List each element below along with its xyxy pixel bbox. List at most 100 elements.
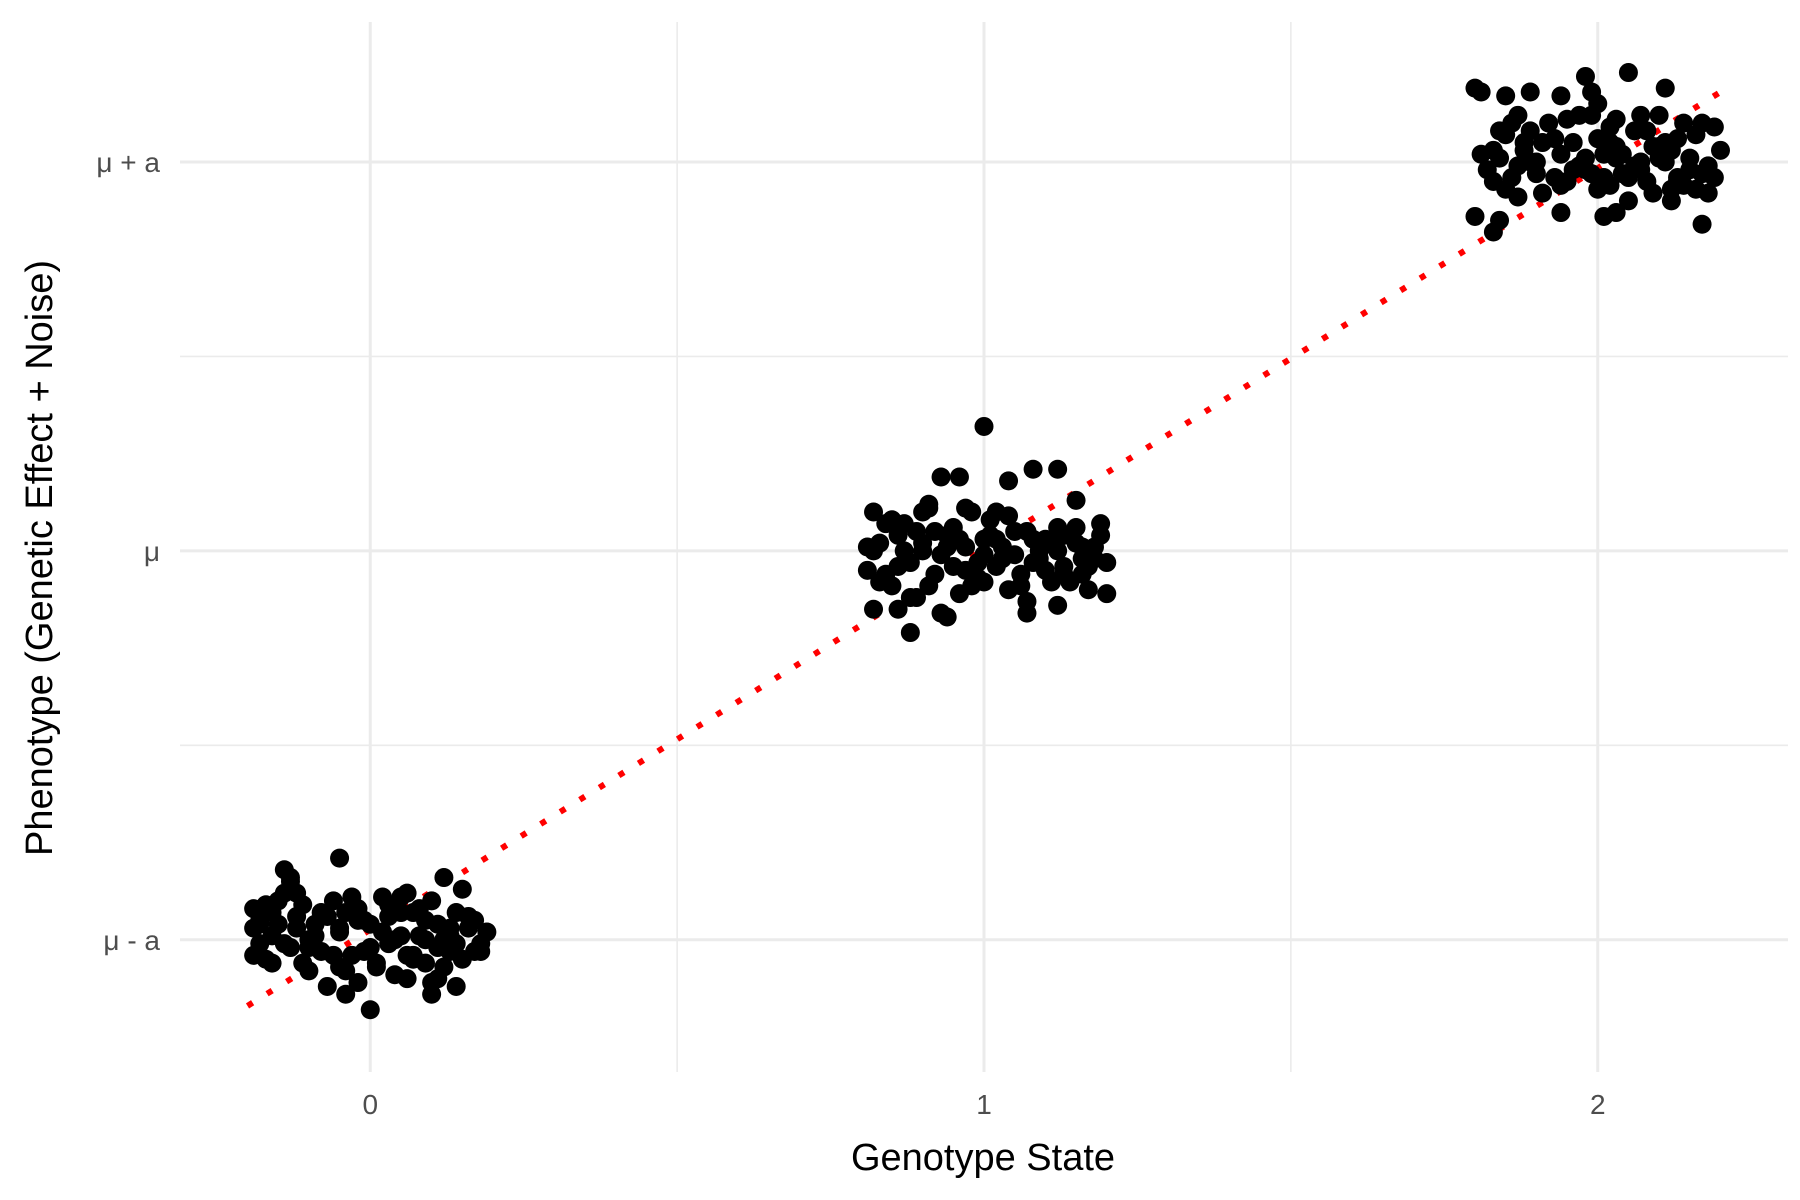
data-point	[458, 918, 478, 938]
data-point	[1072, 537, 1092, 557]
data-point	[422, 984, 442, 1004]
x-tick-label: 2	[1590, 1089, 1606, 1120]
data-point	[1606, 109, 1626, 129]
data-point	[1496, 179, 1516, 199]
data-point	[1618, 168, 1638, 188]
data-point	[1477, 160, 1497, 180]
data-point	[274, 934, 294, 954]
data-point	[274, 860, 294, 880]
data-point	[1533, 133, 1553, 153]
data-point	[330, 848, 350, 868]
data-point	[1035, 529, 1055, 549]
data-point	[342, 887, 362, 907]
data-point	[888, 556, 908, 576]
x-axis-title: Genotype State	[851, 1137, 1115, 1179]
data-point	[1060, 572, 1080, 592]
data-point	[1551, 203, 1571, 223]
data-point	[999, 580, 1019, 600]
data-point	[1563, 160, 1583, 180]
data-point	[956, 498, 976, 518]
data-point	[857, 537, 877, 557]
data-point	[409, 926, 429, 946]
data-point	[1710, 140, 1730, 160]
data-point	[937, 607, 957, 627]
data-point	[1631, 105, 1651, 125]
data-point	[1551, 144, 1571, 164]
data-point	[1023, 459, 1043, 479]
data-point	[1655, 78, 1675, 98]
data-point	[1502, 113, 1522, 133]
data-point	[1066, 490, 1086, 510]
data-point	[434, 868, 454, 888]
data-point	[870, 572, 890, 592]
data-point	[311, 903, 331, 923]
data-point	[1539, 113, 1559, 133]
data-point	[1575, 66, 1595, 86]
data-point	[894, 541, 914, 561]
data-point	[403, 903, 423, 923]
data-point	[330, 957, 350, 977]
data-point	[1520, 82, 1540, 102]
y-tick-label: μ	[144, 536, 160, 567]
data-point	[348, 973, 368, 993]
data-point	[980, 525, 1000, 545]
data-point	[1606, 148, 1626, 168]
data-point	[1704, 117, 1724, 137]
data-point	[397, 883, 417, 903]
data-point	[1600, 175, 1620, 195]
data-point	[336, 984, 356, 1004]
data-point	[1465, 206, 1485, 226]
data-point	[244, 945, 264, 965]
data-point	[1526, 152, 1546, 172]
data-point	[1618, 63, 1638, 83]
data-point	[1692, 214, 1712, 234]
x-tick-label: 0	[362, 1089, 378, 1120]
data-point	[452, 879, 472, 899]
points-layer	[244, 63, 1730, 1020]
data-point	[974, 416, 994, 436]
data-point	[323, 891, 343, 911]
data-point	[330, 922, 350, 942]
data-point	[1618, 191, 1638, 211]
data-point	[986, 556, 1006, 576]
data-point	[1680, 148, 1700, 168]
data-point	[1545, 168, 1565, 188]
data-point	[287, 883, 307, 903]
data-point	[888, 599, 908, 619]
data-point	[876, 514, 896, 534]
data-point	[1698, 183, 1718, 203]
data-point	[317, 976, 337, 996]
data-point	[1661, 191, 1681, 211]
data-point	[397, 945, 417, 965]
data-point	[287, 918, 307, 938]
data-point	[1637, 121, 1657, 141]
data-point	[1600, 133, 1620, 153]
data-point	[1569, 105, 1589, 125]
data-point	[925, 521, 945, 541]
x-tick-label: 1	[976, 1089, 992, 1120]
data-point	[857, 560, 877, 580]
x-axis-ticks: 0 1 2	[362, 1089, 1605, 1120]
data-point	[366, 957, 386, 977]
data-point	[906, 521, 926, 541]
data-point	[1692, 164, 1712, 184]
data-point	[1048, 541, 1068, 561]
data-point	[1533, 183, 1553, 203]
data-point	[440, 941, 460, 961]
data-point	[415, 953, 435, 973]
data-point	[1048, 459, 1068, 479]
data-point	[373, 887, 393, 907]
data-point	[974, 572, 994, 592]
data-point	[1582, 82, 1602, 102]
data-point	[1048, 595, 1068, 615]
data-point	[1017, 603, 1037, 623]
data-point	[1023, 553, 1043, 573]
data-point	[1496, 86, 1516, 106]
data-point	[256, 903, 276, 923]
data-point	[1668, 168, 1688, 188]
data-point	[391, 926, 411, 946]
data-point	[1582, 164, 1602, 184]
data-point	[354, 941, 374, 961]
data-point	[931, 467, 951, 487]
data-point	[428, 969, 448, 989]
